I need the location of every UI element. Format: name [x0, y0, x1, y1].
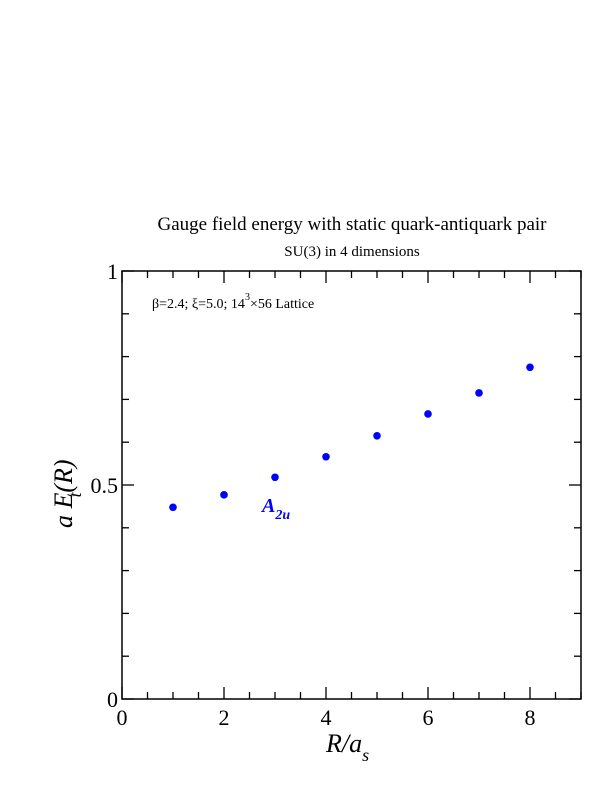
x-tick-label: 4: [321, 705, 332, 730]
x-tick-label: 8: [525, 705, 536, 730]
series-label-sub: 2u: [274, 508, 290, 523]
y-axis-label-sub: t: [65, 491, 85, 497]
y-axis-label: a E(R)t: [49, 459, 85, 528]
data-point: [526, 363, 534, 372]
x-axis-label-main: R/a: [325, 729, 362, 758]
data-point: [169, 503, 177, 512]
data-point: [271, 473, 279, 482]
annotation-text-tail: ×56 Lattice: [250, 297, 314, 312]
data-point: [220, 491, 228, 499]
y-tick-label: 1: [107, 259, 118, 284]
axis-ticks: [121, 270, 582, 700]
y-axis-label-main: a E(R): [49, 459, 78, 528]
x-tick-label: 2: [219, 705, 230, 730]
lattice-annotation: β=2.4; ξ=5.0; 143×56 Lattice: [152, 292, 314, 312]
data-point: [373, 431, 381, 440]
x-axis-label-sub: s: [362, 745, 369, 765]
x-axis-label: R/as: [325, 729, 369, 765]
annotation-superscript: 3: [245, 292, 250, 303]
data-point: [424, 410, 432, 418]
tick-labels: 0 2 4 6 8 0 0.5 1: [91, 259, 536, 730]
plot-frame: [121, 270, 582, 700]
x-tick-label: 0: [117, 705, 128, 730]
x-tick-label: 6: [423, 705, 434, 730]
y-tick-label: 0.5: [91, 473, 119, 498]
data-points: [169, 363, 534, 512]
data-point: [322, 452, 330, 461]
chart-title: Gauge field energy with static quark-ant…: [157, 214, 547, 235]
chart-subtitle: SU(3) in 4 dimensions: [284, 244, 420, 260]
annotation-text: β=2.4; ξ=5.0; 14: [152, 297, 245, 312]
series-label: A2u: [260, 495, 290, 523]
series-label-main: A: [260, 495, 275, 517]
data-point: [475, 389, 483, 397]
y-tick-label: 0: [107, 687, 118, 712]
